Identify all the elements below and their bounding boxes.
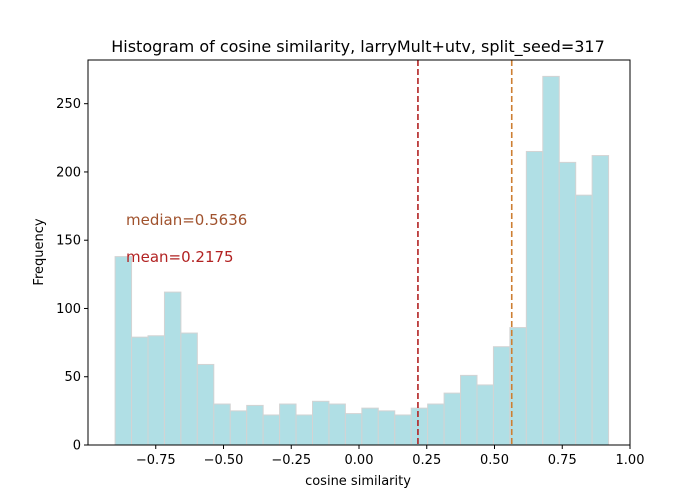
histogram-bar (476, 384, 494, 446)
x-tick-label: 1.00 (616, 453, 645, 468)
y-tick-label: 250 (56, 97, 81, 112)
x-tick-label: 0.75 (548, 453, 577, 468)
histogram-bar (377, 410, 396, 446)
histogram-bar (427, 403, 445, 446)
histogram-bar (262, 414, 281, 446)
x-tick-label: 0.50 (480, 453, 509, 468)
y-tick-label: 200 (56, 165, 81, 180)
histogram-bar (180, 332, 198, 446)
histogram-bar (410, 407, 429, 446)
x-tick-label: 0.00 (345, 453, 374, 468)
histogram-bar (460, 374, 478, 446)
x-tick-label: −0.25 (271, 453, 311, 468)
histogram-bar (147, 335, 165, 446)
y-tick-label: 150 (56, 234, 81, 249)
histogram-bar (114, 256, 133, 446)
histogram-bar (196, 363, 215, 446)
histogram-bar (163, 291, 182, 446)
histogram-bar (344, 413, 363, 446)
chart-title: Histogram of cosine similarity, larryMul… (111, 37, 605, 57)
histogram-bar (213, 403, 231, 446)
histogram-bars (114, 75, 610, 446)
y-tick-label: 0 (73, 439, 81, 454)
histogram-bar (328, 403, 346, 446)
y-tick-label: 100 (56, 302, 81, 317)
mean-annotation: mean=0.2175 (126, 248, 234, 266)
x-tick-label: 0.25 (412, 453, 441, 468)
histogram-bar (575, 194, 593, 446)
histogram-bar (229, 410, 248, 446)
histogram-bar (394, 414, 412, 446)
x-tick-label: −0.75 (136, 453, 176, 468)
histogram-bar (542, 75, 560, 446)
histogram-bar (279, 403, 297, 446)
y-tick-label: 50 (64, 370, 81, 385)
histogram-bar (558, 161, 577, 446)
histogram-bar (591, 155, 610, 446)
histogram-bar (525, 150, 544, 446)
x-tick-label: −0.50 (204, 453, 244, 468)
histogram-bar (246, 404, 264, 446)
median-annotation: median=0.5636 (126, 211, 247, 229)
y-axis: 0 50 100 150 200 250 (56, 97, 88, 454)
histogram-bar (361, 407, 379, 446)
histogram-bar (492, 346, 511, 446)
histogram-bar (443, 392, 462, 446)
x-axis: −0.75 −0.50 −0.25 0.00 0.25 0.50 0.75 1.00 (136, 445, 645, 468)
reference-lines (417, 60, 513, 445)
histogram-bar (311, 400, 330, 446)
x-axis-label: cosine similarity (305, 474, 411, 489)
histogram-bar (295, 414, 313, 446)
y-axis-label: Frequency (32, 218, 47, 285)
histogram-bar (131, 336, 149, 446)
